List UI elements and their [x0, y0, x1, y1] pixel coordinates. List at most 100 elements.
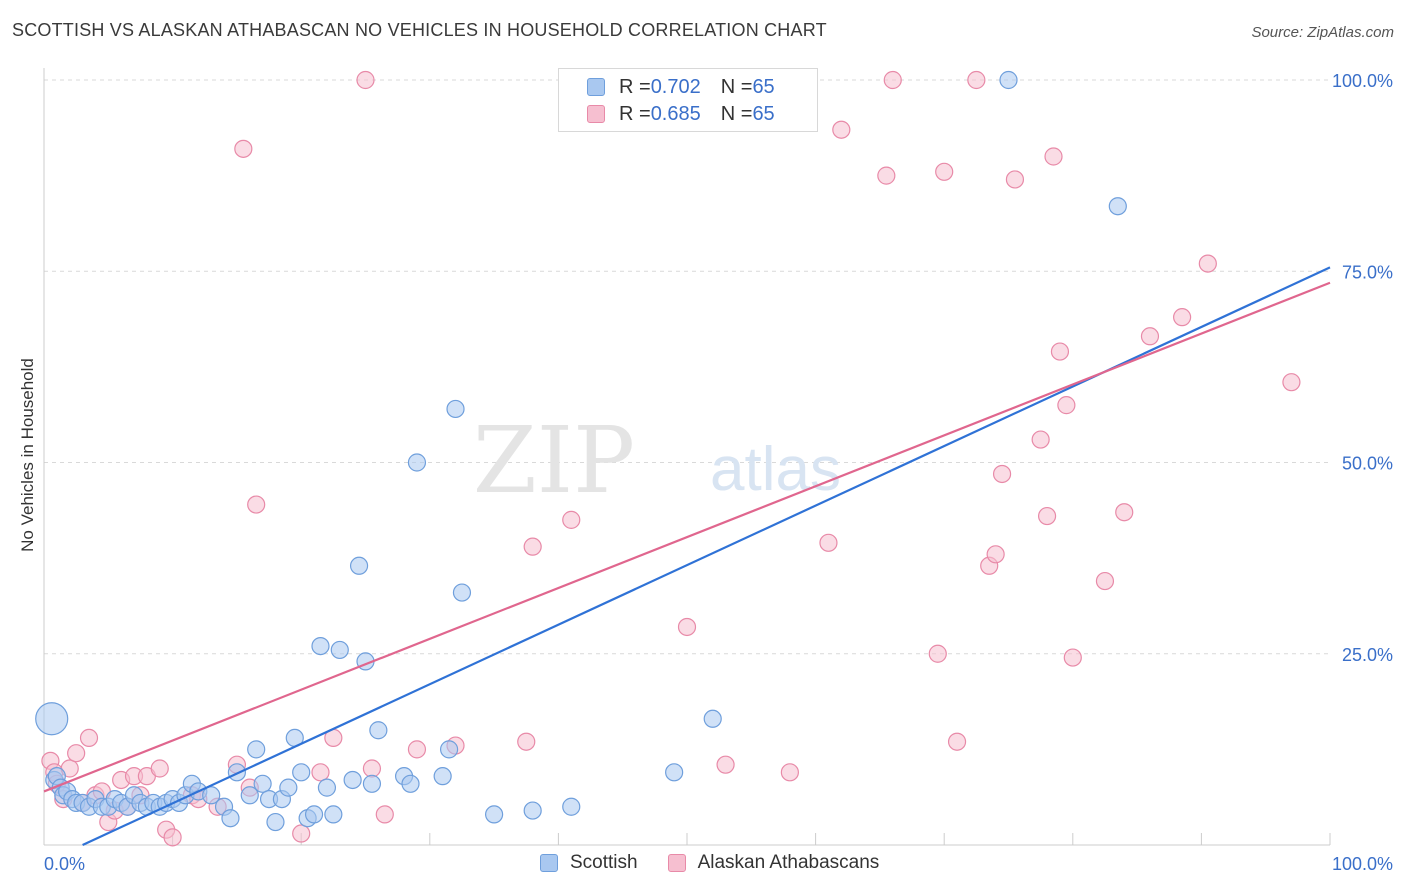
watermark: ZIP atlas — [473, 407, 841, 514]
alaskan-point — [883, 70, 902, 90]
alaskan-point — [986, 545, 1005, 564]
scottish-point — [324, 805, 343, 824]
legend-item-alaskan[interactable]: Alaskan Athabascans — [667, 852, 880, 874]
correlation-legend: R = 0.702 N = 65 R = 0.685 N = 65 — [558, 68, 818, 132]
alaskan-point — [1173, 308, 1192, 327]
y-axis-label: No Vehicles in Household — [18, 358, 37, 552]
alaskan-point — [1095, 571, 1115, 591]
alaskan-point — [1005, 170, 1025, 189]
trendlines — [43, 266, 1331, 846]
alaskan-point — [1282, 373, 1301, 392]
series-scottish — [35, 70, 1127, 832]
alaskan-point — [935, 162, 954, 181]
scottish-point — [247, 740, 266, 759]
alaskan-point — [677, 617, 697, 637]
alaskan-point — [1063, 648, 1082, 667]
alaskan-point — [832, 120, 851, 139]
alaskan-point — [150, 759, 169, 778]
x-tick-label: 0.0% — [44, 854, 85, 874]
legend-n-label: N = — [720, 75, 753, 98]
legend-label-alaskan: Alaskan Athabascans — [697, 852, 880, 873]
legend-r-value: 0.685 — [650, 102, 701, 125]
y-tick-label: 100.0% — [1332, 71, 1393, 91]
alaskan-point — [1044, 147, 1063, 166]
gridlines — [44, 79, 1330, 655]
scottish-point — [221, 809, 240, 828]
scottish-point — [452, 583, 472, 602]
scottish-point — [401, 774, 420, 793]
scottish-point — [330, 640, 349, 660]
scottish-point — [439, 740, 459, 759]
scottish-point — [523, 801, 542, 820]
scottish-point — [317, 778, 337, 797]
alaskan-point — [947, 732, 967, 751]
legend-n-label: N = — [720, 102, 753, 125]
watermark-atlas: atlas — [710, 435, 841, 504]
alaskan-point — [247, 495, 266, 514]
scottish-point — [343, 770, 362, 790]
alaskan-point — [234, 139, 253, 158]
legend-label-scottish: Scottish — [570, 852, 638, 873]
tick-labels: 25.0% 50.0% 75.0% 100.0% 0.0% 100.0% — [44, 71, 1393, 874]
alaskan-point — [819, 533, 838, 552]
scottish-point — [227, 763, 246, 782]
watermark-zip: ZIP — [473, 407, 635, 514]
scottish-point — [703, 709, 722, 728]
alaskan-point — [1057, 396, 1076, 415]
alaskan-point — [356, 70, 375, 90]
alaskan-point — [877, 166, 896, 185]
legend-swatch-alaskan — [587, 105, 605, 123]
alaskan-point — [780, 763, 799, 782]
scottish-point — [369, 721, 388, 740]
legend-r-value: 0.702 — [650, 75, 701, 98]
legend-row-alaskan: R = 0.685 N = 65 — [587, 101, 775, 127]
scottish-point — [999, 70, 1018, 90]
y-tick-label: 75.0% — [1342, 262, 1393, 282]
alaskan-point — [517, 732, 536, 751]
scottish-point — [279, 778, 298, 797]
alaskan-point — [311, 763, 330, 782]
alaskan-point — [375, 805, 394, 824]
trendline-scottish — [82, 266, 1331, 846]
alaskan-point — [163, 828, 182, 847]
axes — [43, 68, 1331, 846]
alaskan-point — [1050, 342, 1070, 361]
alaskan-point — [562, 510, 581, 529]
alaskan-point — [1198, 254, 1217, 273]
scottish-point — [407, 453, 427, 472]
alaskan-point — [79, 728, 99, 748]
legend-r-label: R = — [619, 75, 651, 98]
scottish-point — [562, 797, 581, 816]
legend-swatch-alaskan — [667, 854, 686, 872]
legend-swatch-scottish — [540, 854, 558, 872]
legend-n-value: 65 — [752, 102, 775, 125]
scottish-point — [311, 636, 330, 656]
scottish-point — [665, 763, 684, 782]
legend-n-value: 65 — [752, 75, 775, 98]
legend-r-label: R = — [619, 102, 651, 125]
scottish-point — [304, 805, 324, 824]
alaskan-point — [967, 70, 986, 90]
alaskan-point — [523, 537, 542, 556]
chart-title: SCOTTISH VS ALASKAN ATHABASCAN NO VEHICL… — [12, 20, 827, 40]
scottish-point — [240, 786, 259, 805]
scottish-point — [485, 805, 504, 824]
alaskan-point — [1115, 503, 1134, 522]
alaskan-point — [928, 644, 947, 663]
legend-swatch-scottish — [587, 78, 605, 96]
scottish-point — [266, 812, 285, 832]
alaskan-point — [362, 759, 382, 778]
alaskan-point — [1140, 327, 1160, 346]
scottish-point — [446, 399, 465, 419]
y-tick-label: 50.0% — [1342, 454, 1393, 474]
scottish-point — [253, 774, 272, 793]
scottish-point — [362, 774, 382, 793]
alaskan-point — [1037, 506, 1057, 526]
y-tick-label: 25.0% — [1342, 645, 1393, 665]
legend-item-scottish[interactable]: Scottish — [540, 852, 638, 874]
alaskan-point — [292, 824, 311, 843]
series-legend: Scottish Alaskan Athabascans — [540, 852, 909, 874]
scottish-point — [1108, 197, 1127, 216]
trendline-alaskan — [43, 281, 1331, 793]
